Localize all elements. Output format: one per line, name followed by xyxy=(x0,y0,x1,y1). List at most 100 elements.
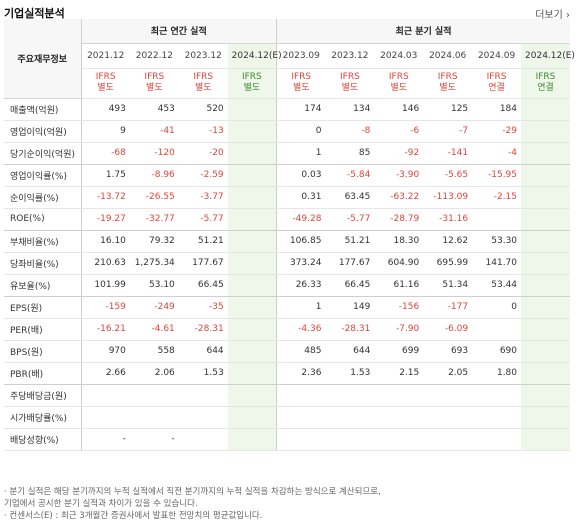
more-link[interactable]: 더보기 › xyxy=(535,6,570,21)
more-label: 더보기 xyxy=(535,10,563,21)
group-quarter: 최근 분기 실적 xyxy=(276,19,570,44)
table-row: 유보율(%) 101.99 53.10 66.45 26.33 66.45 61.16 51.… xyxy=(4,274,570,297)
table-cell: -113.09 xyxy=(423,186,473,209)
standard-line1: IFRS xyxy=(144,72,165,82)
table-cell: 9 xyxy=(81,120,130,143)
table-cell: 63.45 xyxy=(325,186,375,209)
table-cell xyxy=(227,318,278,341)
row-label: PBR(배) xyxy=(4,362,82,385)
table-cell: 699 xyxy=(374,340,424,363)
table-cell xyxy=(374,428,424,451)
table-cell: 26.33 xyxy=(276,274,326,297)
table-cell: -4.36 xyxy=(276,318,326,341)
table-cell xyxy=(521,230,570,253)
table-cell: -7 xyxy=(423,120,473,143)
table-cell: 695.99 xyxy=(423,252,473,275)
period-header: 2023.09 xyxy=(276,43,326,69)
table-row: 시가배당률(%) xyxy=(4,406,570,429)
period-header: 2024.12(E) xyxy=(521,43,575,69)
standard-line2: 연결 xyxy=(537,83,554,93)
table-cell xyxy=(227,164,278,187)
table-cell: -156 xyxy=(374,296,424,319)
table-cell: 2.66 xyxy=(81,362,130,385)
table-cell xyxy=(227,296,278,319)
table-cell xyxy=(521,98,570,121)
table-cell: 18.30 xyxy=(374,230,424,253)
table-cell xyxy=(521,296,570,319)
period-header: 2023.12 xyxy=(325,43,375,69)
table-cell xyxy=(227,274,278,297)
row-label: 부채비율(%) xyxy=(4,230,82,253)
table-cell: 146 xyxy=(374,98,424,121)
table-cell: 101.99 xyxy=(81,274,130,297)
table-cell: 373.24 xyxy=(276,252,326,275)
table-cell: 51.34 xyxy=(423,274,473,297)
table-cell xyxy=(325,406,375,429)
table-row: ROE(%) -19.27 -32.77 -5.77 -49.28 -5.77 -28.79… xyxy=(4,208,570,231)
table-cell xyxy=(227,186,278,209)
table-cell: 690 xyxy=(472,340,522,363)
standard-header: IFRS 별도 xyxy=(178,68,228,99)
table-row: 배당성향(%) - - xyxy=(4,428,570,451)
table-cell: -16.21 xyxy=(81,318,130,341)
table-row: 부채비율(%) 16.10 79.32 51.21 106.85 51.21 18.30 12… xyxy=(4,230,570,253)
table-cell: -29 xyxy=(472,120,522,143)
row-label: PER(배) xyxy=(4,318,82,341)
table-cell xyxy=(521,340,570,363)
period-header: 2022.12 xyxy=(129,43,179,69)
row-label: 시가배당률(%) xyxy=(4,406,82,429)
table-cell: 53.10 xyxy=(129,274,179,297)
table-cell: 493 xyxy=(81,98,130,121)
table-cell: 0.03 xyxy=(276,164,326,187)
row-label: 영업이익(억원) xyxy=(4,120,82,143)
standard-line2: 연결 xyxy=(488,83,505,93)
table-cell xyxy=(472,208,522,231)
table-cell: 693 xyxy=(423,340,473,363)
standard-line1: IFRS xyxy=(388,72,409,82)
table-cell xyxy=(227,406,278,429)
table-cell: 51.21 xyxy=(178,230,228,253)
table-cell: 16.10 xyxy=(81,230,130,253)
table-cell: 0.31 xyxy=(276,186,326,209)
table-cell xyxy=(521,252,570,275)
table-cell: 453 xyxy=(129,98,179,121)
table-cell: -28.79 xyxy=(374,208,424,231)
table-cell: -13 xyxy=(178,120,228,143)
table-cell xyxy=(276,406,326,429)
row-label: BPS(원) xyxy=(4,340,82,363)
table-cell: 106.85 xyxy=(276,230,326,253)
table-cell: -4.61 xyxy=(129,318,179,341)
standard-header: IFRS 연결 xyxy=(472,68,522,99)
table-cell: 141.70 xyxy=(472,252,522,275)
table-cell xyxy=(521,318,570,341)
standard-line1: IFRS xyxy=(241,72,262,82)
table-cell: 970 xyxy=(81,340,130,363)
table-cell xyxy=(325,384,375,407)
table-cell: 520 xyxy=(178,98,228,121)
table-cell: -249 xyxy=(129,296,179,319)
footnote-line: · 컨센서스(E) : 최근 3개월간 증권사에서 발표한 전망치의 평균값입니… xyxy=(4,511,263,521)
table-cell: -3.90 xyxy=(374,164,424,187)
table-cell: -6.09 xyxy=(423,318,473,341)
period-header: 2024.09 xyxy=(472,43,522,69)
period-header: 2024.06 xyxy=(423,43,473,69)
table-cell: -26.55 xyxy=(129,186,179,209)
chevron-right-icon: › xyxy=(562,10,570,21)
table-cell: -8.96 xyxy=(129,164,179,187)
standard-line1: IFRS xyxy=(486,72,507,82)
table-cell: 125 xyxy=(423,98,473,121)
table-cell: -35 xyxy=(178,296,228,319)
table-cell: 177.67 xyxy=(325,252,375,275)
standard-header: IFRS 별도 xyxy=(276,68,326,99)
table-cell: -41 xyxy=(129,120,179,143)
table-row: BPS(원) 970 558 644 485 644 699 693 690 xyxy=(4,340,570,363)
table-cell: -5.65 xyxy=(423,164,473,187)
table-cell: -20 xyxy=(178,142,228,165)
table-cell: -63.22 xyxy=(374,186,424,209)
standard-header: IFRS 별도 xyxy=(81,68,130,99)
table-cell: -7.90 xyxy=(374,318,424,341)
table-cell: 51.21 xyxy=(325,230,375,253)
table-cell: -31.16 xyxy=(423,208,473,231)
table-cell: -32.77 xyxy=(129,208,179,231)
table-cell: 210.63 xyxy=(81,252,130,275)
